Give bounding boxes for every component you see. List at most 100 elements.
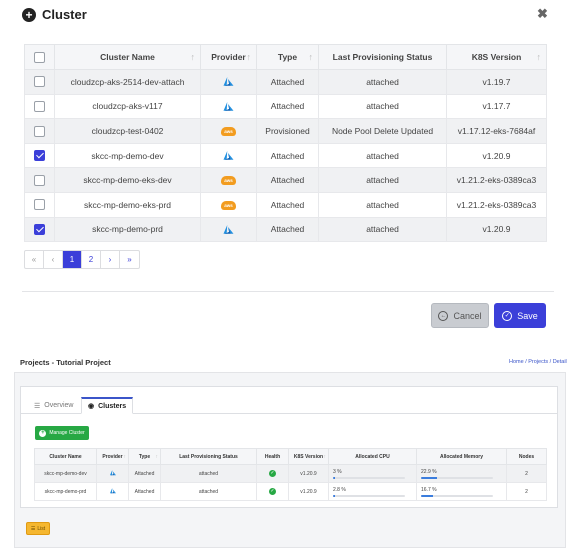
check-circle-icon: ✓ (502, 310, 513, 321)
page-next-button[interactable]: › (101, 251, 120, 268)
memory-progress-fill (421, 476, 438, 479)
sort-arrow-icon[interactable]: ↑ (323, 454, 327, 460)
allocated-memory-value: 22.9 % (421, 468, 437, 475)
cluster-name-cell[interactable]: skcc-mp-demo-dev (34, 464, 97, 483)
sort-arrow-icon[interactable]: ↑ (308, 52, 314, 62)
cancel-button[interactable]: ← Cancel (431, 303, 489, 328)
memory-progress-bar (421, 476, 493, 479)
row-select-cell (24, 191, 55, 218)
provider-cell (200, 216, 257, 243)
allocated-memory-value: 16.7 % (421, 486, 437, 493)
row-checkbox[interactable] (34, 174, 45, 186)
allocated-cpu-cell: 3 % (328, 464, 417, 483)
sort-arrow-icon[interactable]: ↑ (190, 52, 196, 62)
manage-cluster-button[interactable]: + Manage Cluster (35, 426, 89, 440)
p-col-status[interactable]: Last Provisioning Status (160, 448, 257, 465)
tab-overview[interactable]: ☰ Overview (28, 397, 79, 414)
nodes-cell: 2 (506, 464, 547, 483)
table-row[interactable]: cloudzcp-aks-2514-dev-attach Attached atta… (24, 69, 547, 95)
azure-icon (223, 150, 234, 160)
table-row[interactable]: cloudzcp-test-0402 aws Provisioned Node Poo… (24, 118, 547, 144)
p-col-cpu[interactable]: Allocated CPU (328, 448, 417, 465)
row-checkbox[interactable] (34, 125, 45, 137)
azure-icon (223, 77, 234, 86)
page-prev-button[interactable]: ‹ (44, 251, 63, 268)
cancel-label: Cancel (453, 310, 482, 321)
status-cell: attached (160, 482, 257, 501)
project-cluster-table: Cluster Name Provider ↑ Type ↑ Last Provis… (34, 448, 547, 501)
table-row[interactable]: skcc-mp-demo-dev Attached attached v1.20.9 (24, 142, 547, 169)
provider-cell: aws (200, 118, 257, 144)
cpu-progress-fill (333, 476, 336, 479)
type-cell: Attached (256, 191, 319, 218)
cluster-name-cell: skcc-mp-demo-eks-prd (54, 191, 201, 218)
health-cell: ✓ (256, 482, 289, 501)
status-cell: attached (318, 69, 447, 95)
list-button[interactable]: ☰ List (26, 522, 50, 535)
k8s-version-cell: v1.20.9 (288, 464, 329, 483)
sort-arrow-icon[interactable]: ↑ (536, 52, 542, 62)
row-checkbox[interactable] (34, 76, 45, 88)
close-icon[interactable]: ✖ (537, 6, 548, 21)
row-select-cell (24, 216, 55, 243)
nodes-cell: 2 (506, 482, 547, 501)
select-all-checkbox[interactable] (34, 51, 45, 63)
p-col-memory[interactable]: Allocated Memory (416, 448, 507, 465)
status-cell: attached (318, 191, 447, 218)
p-col-nodes[interactable]: Nodes (506, 448, 547, 465)
column-header-status[interactable]: Last Provisioning Status (318, 44, 447, 70)
type-cell: Attached (256, 93, 319, 120)
tab-clusters[interactable]: ◉ Clusters (81, 397, 134, 414)
k8s-version-cell: v1.17.7 (446, 93, 547, 120)
page-1-button[interactable]: 1 (63, 251, 82, 268)
row-checkbox[interactable] (34, 199, 45, 211)
modal-divider (22, 291, 554, 292)
sort-arrow-icon[interactable]: ↑ (123, 454, 127, 460)
sort-arrow-icon[interactable]: ↑ (246, 52, 252, 62)
modal-title: Cluster (42, 7, 87, 22)
p-col-type[interactable]: Type ↑ (128, 448, 161, 465)
list-label: List (37, 525, 46, 532)
aws-icon: aws (221, 127, 236, 137)
cpu-progress-bar (333, 494, 405, 497)
table-row[interactable]: skcc-mp-demo-eks-prd aws Attached attached v… (24, 191, 547, 218)
page-2-button[interactable]: 2 (82, 251, 101, 268)
p-col-k8s-version[interactable]: K8S Version ↑ (288, 448, 329, 465)
column-header-k8s-version[interactable]: K8S Version ↑ (446, 44, 547, 70)
azure-icon (109, 470, 116, 476)
allocated-cpu-value: 2.8 % (333, 486, 346, 493)
column-header-provider[interactable]: Provider ↑ (200, 44, 257, 70)
column-header-type[interactable]: Type ↑ (256, 44, 319, 70)
table-row[interactable]: skcc-mp-demo-eks-dev aws Attached attached v… (24, 167, 547, 193)
list-icon: ☰ (30, 525, 36, 532)
row-checkbox[interactable] (34, 150, 45, 162)
type-cell: Attached (128, 464, 161, 483)
page-last-button[interactable]: » (127, 255, 132, 264)
sort-arrow-icon[interactable]: ↑ (155, 454, 159, 460)
cpu-progress-bar (333, 476, 405, 479)
cluster-table: Cluster Name ↑ Provider ↑ Type ↑ Last Provi… (24, 44, 547, 243)
list-lines-icon: ☰ (34, 402, 41, 410)
type-cell: Attached (256, 167, 319, 193)
k8s-version-cell: v1.21.2-eks-0389ca3 (446, 167, 547, 193)
table-row[interactable]: skcc-mp-demo-prd Attached attached ✓ v1.20.9… (34, 482, 547, 501)
breadcrumb[interactable]: Home / Projects / Detail (509, 359, 567, 365)
provider-cell (96, 482, 129, 501)
plus-icon: + (39, 429, 47, 437)
row-checkbox[interactable] (34, 223, 45, 235)
table-row[interactable]: skcc-mp-demo-dev Attached attached ✓ v1.20.9… (34, 464, 547, 483)
page-first-button[interactable]: « (25, 251, 44, 268)
cluster-name-cell[interactable]: skcc-mp-demo-prd (34, 482, 97, 501)
save-button[interactable]: ✓ Save (494, 303, 546, 328)
p-col-cluster-name[interactable]: Cluster Name (34, 448, 97, 465)
column-header-cluster-name[interactable]: Cluster Name ↑ (54, 44, 201, 70)
type-cell: Attached (256, 216, 319, 243)
provider-cell (200, 93, 257, 120)
table-row[interactable]: skcc-mp-demo-prd Attached attached v1.20.9 (24, 216, 547, 243)
p-col-health[interactable]: Health (256, 448, 289, 465)
p-col-provider[interactable]: Provider ↑ (96, 448, 129, 465)
row-checkbox[interactable] (34, 101, 45, 113)
provider-cell (200, 142, 257, 169)
row-select-cell (24, 93, 55, 120)
table-row[interactable]: cloudzcp-aks-v117 Attached attached v1.17.7 (24, 93, 547, 120)
